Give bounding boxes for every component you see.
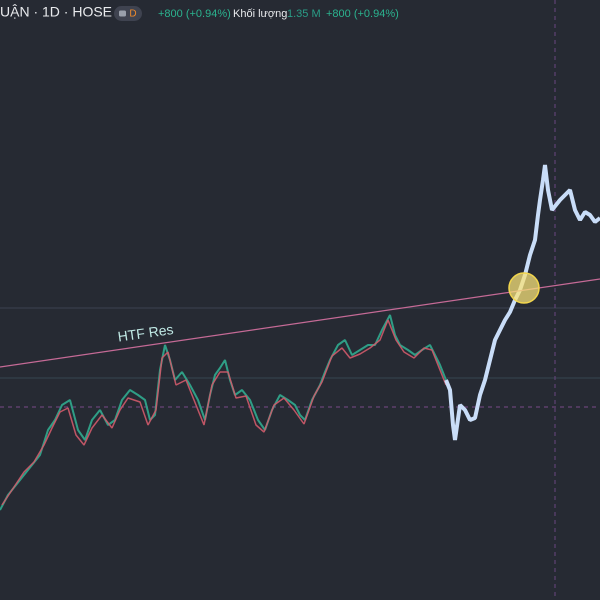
- badge-icon: [119, 10, 126, 17]
- symbol-title: UẬN · 1D · HOSE: [0, 4, 112, 20]
- trendline-label: HTF Res: [117, 321, 175, 345]
- trendline: [0, 278, 600, 368]
- highlight-circle: [508, 272, 540, 304]
- price-candles-down: [1, 319, 447, 506]
- price-change: +800 (+0.94%): [158, 8, 231, 20]
- price-line-recent: [444, 164, 600, 441]
- badge-label: D: [129, 9, 136, 20]
- volume-label: Khối lượng: [233, 8, 287, 20]
- volume-change: +800 (+0.94%): [326, 8, 399, 20]
- volume-value: 1.35 M: [287, 8, 321, 20]
- badge: [114, 6, 142, 21]
